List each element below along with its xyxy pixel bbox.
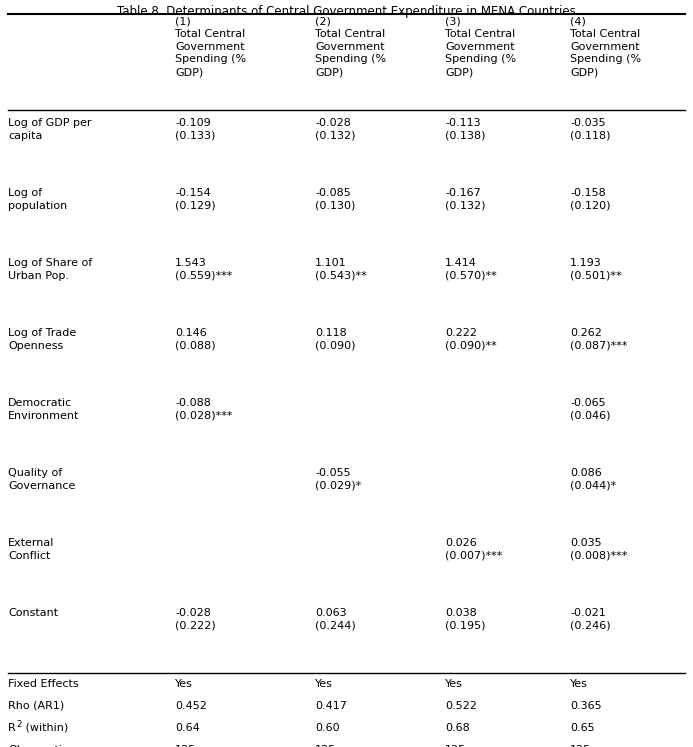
Text: 0.086
(0.044)*: 0.086 (0.044)*	[570, 468, 616, 491]
Text: Democratic
Environment: Democratic Environment	[8, 398, 80, 421]
Text: Constant: Constant	[8, 608, 58, 618]
Text: (within): (within)	[22, 723, 68, 733]
Text: 1.101
(0.543)**: 1.101 (0.543)**	[315, 258, 367, 281]
Text: -0.113
(0.138): -0.113 (0.138)	[445, 118, 486, 140]
Text: (2)
Total Central
Government
Spending (%
GDP): (2) Total Central Government Spending (%…	[315, 16, 386, 77]
Text: 0.026
(0.007)***: 0.026 (0.007)***	[445, 538, 502, 561]
Text: 0.365: 0.365	[570, 701, 602, 711]
Text: 0.222
(0.090)**: 0.222 (0.090)**	[445, 328, 497, 351]
Text: -0.158
(0.120): -0.158 (0.120)	[570, 188, 611, 211]
Text: Rho (AR1): Rho (AR1)	[8, 701, 64, 711]
Text: -0.109
(0.133): -0.109 (0.133)	[175, 118, 216, 140]
Text: R: R	[8, 723, 16, 733]
Text: Fixed Effects: Fixed Effects	[8, 679, 78, 689]
Text: 125: 125	[570, 745, 591, 747]
Text: Quality of
Governance: Quality of Governance	[8, 468, 76, 491]
Text: 0.262
(0.087)***: 0.262 (0.087)***	[570, 328, 627, 351]
Text: -0.021
(0.246): -0.021 (0.246)	[570, 608, 611, 630]
Text: -0.065
(0.046): -0.065 (0.046)	[570, 398, 611, 421]
Text: Log of GDP per
capita: Log of GDP per capita	[8, 118, 91, 140]
Text: -0.028
(0.222): -0.028 (0.222)	[175, 608, 216, 630]
Text: 0.118
(0.090): 0.118 (0.090)	[315, 328, 356, 351]
Text: (1)
Total Central
Government
Spending (%
GDP): (1) Total Central Government Spending (%…	[175, 16, 246, 77]
Text: Yes: Yes	[175, 679, 193, 689]
Text: Yes: Yes	[570, 679, 588, 689]
Text: Log of
population: Log of population	[8, 188, 67, 211]
Text: 0.64: 0.64	[175, 723, 200, 733]
Text: -0.088
(0.028)***: -0.088 (0.028)***	[175, 398, 232, 421]
Text: 0.146
(0.088): 0.146 (0.088)	[175, 328, 216, 351]
Text: Observations: Observations	[8, 745, 82, 747]
Text: -0.167
(0.132): -0.167 (0.132)	[445, 188, 486, 211]
Text: Table 8. Determinants of Central Government Expenditure in MENA Countries: Table 8. Determinants of Central Governm…	[116, 5, 575, 18]
Text: 1.414
(0.570)**: 1.414 (0.570)**	[445, 258, 497, 281]
Text: (3)
Total Central
Government
Spending (%
GDP): (3) Total Central Government Spending (%…	[445, 16, 516, 77]
Text: 0.65: 0.65	[570, 723, 595, 733]
Text: External
Conflict: External Conflict	[8, 538, 54, 561]
Text: 0.063
(0.244): 0.063 (0.244)	[315, 608, 356, 630]
Text: 0.038
(0.195): 0.038 (0.195)	[445, 608, 486, 630]
Text: 2: 2	[16, 720, 21, 729]
Text: 1.543
(0.559)***: 1.543 (0.559)***	[175, 258, 232, 281]
Text: Yes: Yes	[315, 679, 333, 689]
Text: -0.055
(0.029)*: -0.055 (0.029)*	[315, 468, 361, 491]
Text: 1.193
(0.501)**: 1.193 (0.501)**	[570, 258, 622, 281]
Text: -0.154
(0.129): -0.154 (0.129)	[175, 188, 216, 211]
Text: -0.085
(0.130): -0.085 (0.130)	[315, 188, 356, 211]
Text: Yes: Yes	[445, 679, 463, 689]
Text: 0.522: 0.522	[445, 701, 477, 711]
Text: 0.452: 0.452	[175, 701, 207, 711]
Text: 0.035
(0.008)***: 0.035 (0.008)***	[570, 538, 627, 561]
Text: Log of Trade
Openness: Log of Trade Openness	[8, 328, 76, 351]
Text: 0.68: 0.68	[445, 723, 470, 733]
Text: 0.60: 0.60	[315, 723, 340, 733]
Text: 125: 125	[315, 745, 336, 747]
Text: -0.035
(0.118): -0.035 (0.118)	[570, 118, 611, 140]
Text: -0.028
(0.132): -0.028 (0.132)	[315, 118, 356, 140]
Text: 0.417: 0.417	[315, 701, 347, 711]
Text: 125: 125	[175, 745, 196, 747]
Text: Log of Share of
Urban Pop.: Log of Share of Urban Pop.	[8, 258, 92, 281]
Text: 125: 125	[445, 745, 466, 747]
Text: (4)
Total Central
Government
Spending (%
GDP): (4) Total Central Government Spending (%…	[570, 16, 641, 77]
